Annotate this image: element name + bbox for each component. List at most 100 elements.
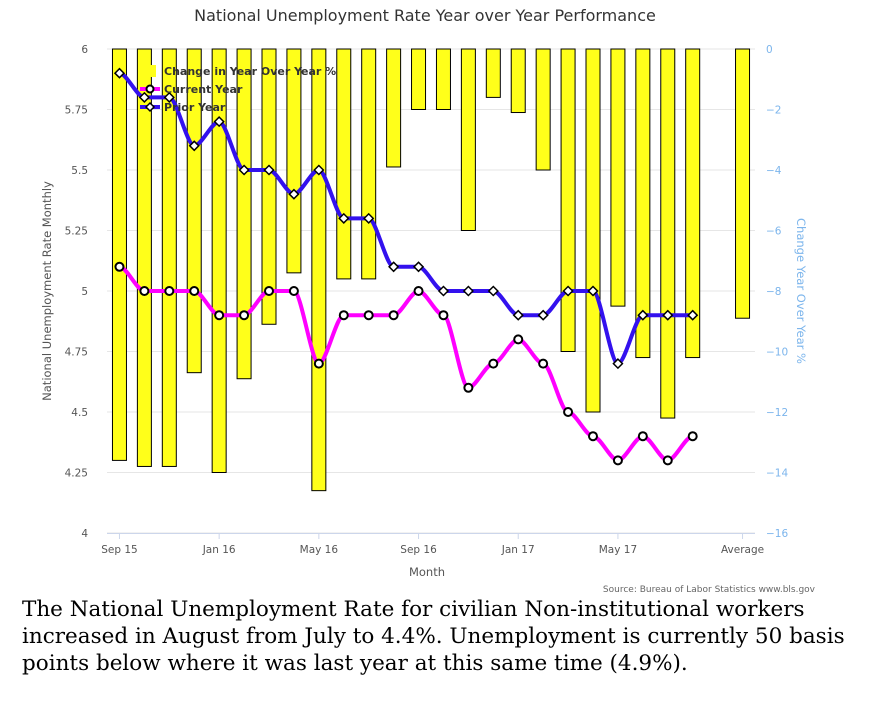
current-year-marker <box>637 431 648 442</box>
prior-year-marker <box>537 309 549 321</box>
x-axis-ticks: Sep 15 Jan 16 May 16 Sep 16 Jan 17 May 17 Aver… <box>101 533 764 556</box>
prior-year-marker <box>562 285 574 297</box>
bar <box>585 48 601 413</box>
bar <box>411 48 427 110</box>
bar <box>685 48 701 359</box>
y-tick-label: 5.5 <box>71 165 88 177</box>
y-tick-label: 5.75 <box>65 105 88 117</box>
x-tick-label: Average <box>721 544 764 556</box>
legend-label: Prior Year <box>164 101 226 114</box>
current-year-marker <box>189 286 200 296</box>
bar <box>186 48 202 374</box>
current-year-marker <box>313 358 324 369</box>
prior-year-marker <box>437 285 450 297</box>
current-year-marker <box>214 310 225 321</box>
bar <box>386 48 402 168</box>
x-tick-label: May 17 <box>599 544 637 556</box>
y-tick-label: 4.25 <box>65 468 88 480</box>
legend-label: Change in Year Over Year % <box>164 65 336 78</box>
prior-year-marker <box>512 309 524 321</box>
current-year-marker <box>463 382 474 393</box>
prior-year-marker <box>612 358 624 370</box>
caption-text: The National Unemployment Rate for civil… <box>22 597 845 676</box>
bar <box>236 48 252 380</box>
prior-year-marker <box>213 116 225 128</box>
prior-year-marker <box>388 261 400 273</box>
y2-tick-label: −14 <box>766 468 788 480</box>
prior-year-marker <box>238 164 250 176</box>
x-tick-label: Jan 16 <box>202 544 236 556</box>
line-series <box>118 71 694 463</box>
chart: National Unemployment Rate Year over Yea… <box>40 6 816 595</box>
bar <box>336 48 352 280</box>
y-tick-label: 4.75 <box>65 347 88 359</box>
bar <box>435 48 451 110</box>
gridlines <box>107 48 755 534</box>
bar <box>211 48 227 473</box>
y-tick-label: 4 <box>81 528 88 540</box>
y2-axis-label: Change Year Over Year % <box>794 218 808 364</box>
current-year-marker <box>338 310 349 321</box>
bar <box>460 48 476 231</box>
y2-tick-label: −2 <box>766 105 781 117</box>
bar <box>610 48 626 307</box>
current-year-marker <box>363 310 374 321</box>
bar <box>485 48 501 98</box>
current-year-marker <box>413 286 424 296</box>
y-tick-label: 6 <box>81 44 88 56</box>
x-axis-label: Month <box>409 565 445 579</box>
x-tick-label: Sep 16 <box>400 544 437 556</box>
prior-year-marker <box>363 212 375 224</box>
current-year-marker <box>139 286 150 296</box>
bar <box>535 48 551 171</box>
y-tick-label: 5.25 <box>65 226 88 238</box>
bar-series <box>111 48 751 492</box>
prior-year-marker <box>687 309 699 321</box>
chart-title: National Unemployment Rate Year over Yea… <box>194 6 656 25</box>
y2-tick-label: −4 <box>766 165 782 177</box>
current-year-line <box>118 264 694 463</box>
prior-year-line <box>118 71 693 366</box>
bar <box>111 48 127 461</box>
y2-tick-label: −8 <box>766 286 781 298</box>
prior-year-marker <box>462 285 474 297</box>
legend-symbol-marker <box>144 101 156 113</box>
bar <box>735 48 751 319</box>
y-tick-label: 4.5 <box>71 407 88 419</box>
current-year-marker <box>662 455 673 466</box>
bar <box>635 48 651 359</box>
prior-year-marker <box>412 261 425 273</box>
prior-year-marker <box>587 285 599 297</box>
current-year-marker <box>288 286 299 296</box>
current-year-marker <box>687 431 698 442</box>
y2-tick-label: −6 <box>766 226 782 238</box>
prior-year-marker <box>637 309 649 321</box>
current-year-marker <box>612 455 623 466</box>
current-year-marker <box>538 358 549 369</box>
legend: Change in Year Over Year % Current Year Pr… <box>140 65 336 114</box>
prior-year-marker <box>338 212 350 224</box>
bar <box>510 48 526 114</box>
line-markers <box>113 67 699 466</box>
bar <box>560 48 576 352</box>
legend-label: Current Year <box>164 83 243 96</box>
prior-year-marker <box>113 67 126 79</box>
prior-year-marker <box>163 91 175 103</box>
left-axis-ticks: 4 4.25 4.5 4.75 5 5.25 5.5 5.75 6 <box>65 44 89 540</box>
legend-symbol-bar <box>146 65 156 77</box>
x-tick-label: May 16 <box>300 544 339 556</box>
x-tick-label: Sep 15 <box>101 544 138 556</box>
prior-year-marker <box>313 164 325 176</box>
prior-year-marker <box>263 164 275 176</box>
current-year-marker <box>563 407 574 417</box>
legend-symbol-marker <box>145 84 155 94</box>
current-year-marker <box>388 310 399 321</box>
x-tick-label: Jan 17 <box>501 544 535 556</box>
y2-tick-label: −16 <box>766 528 788 540</box>
current-year-marker <box>114 261 125 272</box>
bar <box>361 48 377 280</box>
prior-year-marker <box>487 285 499 297</box>
prior-year-marker <box>188 140 200 152</box>
current-year-marker <box>588 431 598 442</box>
y2-tick-label: −12 <box>766 407 788 419</box>
